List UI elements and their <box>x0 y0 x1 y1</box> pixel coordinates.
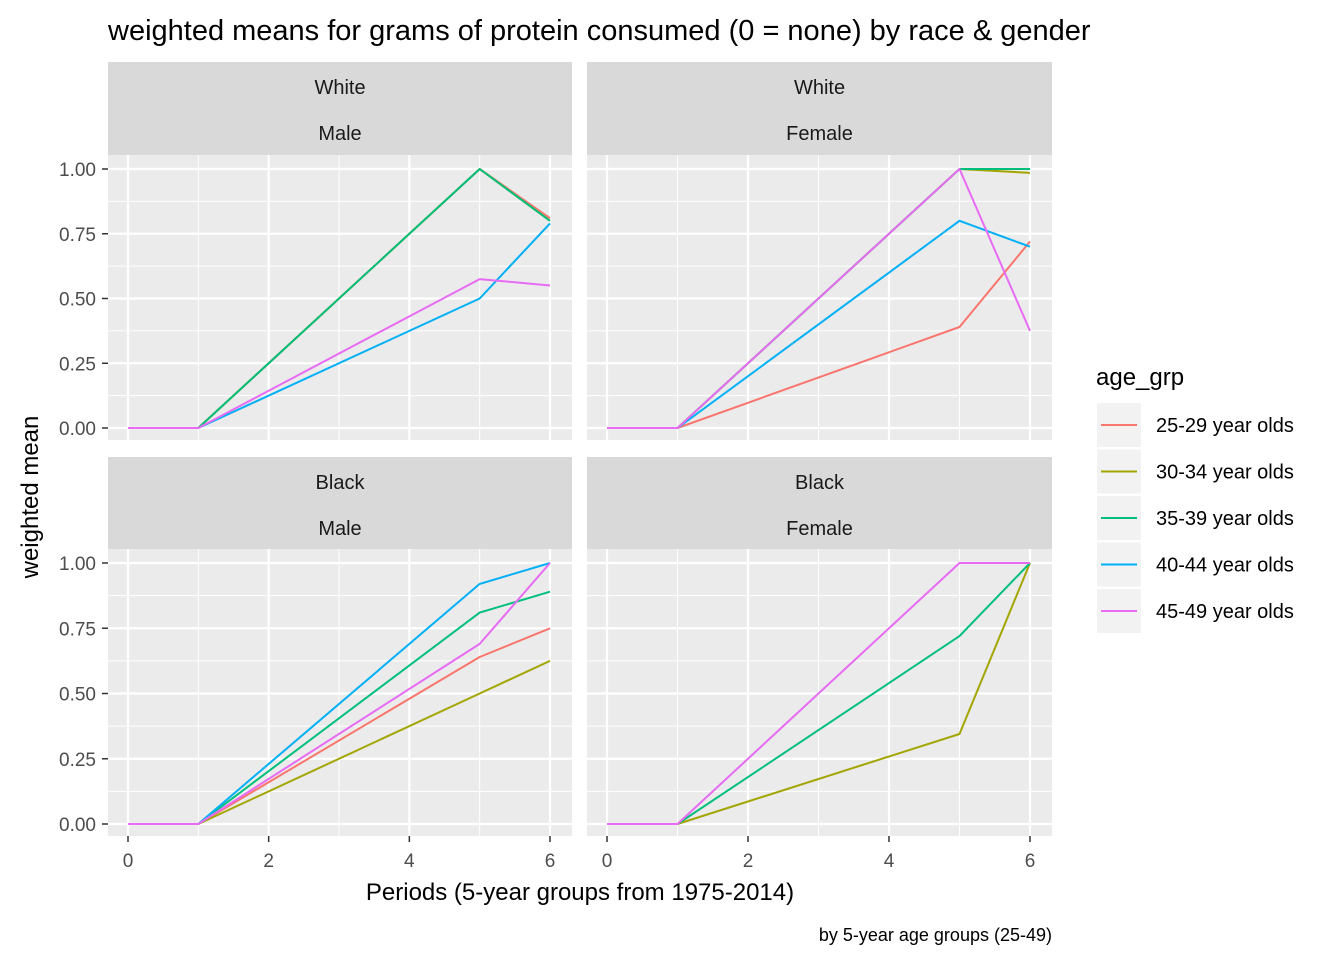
chart-title: weighted means for grams of protein cons… <box>107 15 1091 47</box>
strip-background <box>587 457 1052 549</box>
y-tick-label: 0.00 <box>59 419 96 440</box>
strip-label-gender: Female <box>786 518 853 540</box>
legend-label: 30-34 year olds <box>1156 462 1294 484</box>
y-tick-label: 0.00 <box>59 815 96 836</box>
facet-panel: Black Male 0.00 0.25 0.50 0.75 1.00 0 2 4 6 <box>59 457 572 872</box>
chart-caption: by 5-year age groups (25-49) <box>819 925 1052 945</box>
x-tick-label: 4 <box>884 851 895 872</box>
x-tick-label: 6 <box>1025 851 1036 872</box>
strip-label-gender: Female <box>786 123 853 145</box>
legend-label: 25-29 year olds <box>1156 415 1294 437</box>
strip-label-gender: Male <box>318 518 361 540</box>
legend-label: 35-39 year olds <box>1156 508 1294 530</box>
strip-label-race: White <box>794 77 845 99</box>
facet-panels: White Male 0.00 0.25 0.50 0.75 1.00 White Female… <box>59 62 1052 872</box>
y-tick-label: 1.00 <box>59 554 96 575</box>
legend: age_grp 25-29 year olds 30-34 year olds 35… <box>1096 364 1294 633</box>
x-tick-label: 0 <box>123 851 134 872</box>
legend-title: age_grp <box>1096 364 1184 391</box>
strip-label-race: Black <box>795 472 845 494</box>
y-tick-label: 0.25 <box>59 354 96 375</box>
y-tick-label: 0.50 <box>59 290 96 311</box>
x-tick-label: 2 <box>263 851 274 872</box>
x-tick-label: 0 <box>602 851 613 872</box>
y-tick-label: 1.00 <box>59 160 96 181</box>
y-tick-label: 0.75 <box>59 225 96 246</box>
strip-label-race: Black <box>316 472 366 494</box>
strip-background <box>108 457 572 549</box>
x-axis-title: Periods (5-year groups from 1975-2014) <box>366 879 794 906</box>
series-line <box>607 562 1030 825</box>
y-axis-title: weighted mean <box>17 416 44 580</box>
facet-panel: White Female <box>587 62 1052 440</box>
y-tick-label: 0.50 <box>59 685 96 706</box>
facet-panel: White Male 0.00 0.25 0.50 0.75 1.00 <box>59 62 572 440</box>
x-tick-label: 6 <box>545 851 556 872</box>
series-line <box>128 278 551 429</box>
x-tick-label: 2 <box>743 851 754 872</box>
strip-background <box>108 62 572 155</box>
facet-panel: Black Female 0 2 4 6 <box>587 457 1052 872</box>
y-tick-label: 0.25 <box>59 750 96 771</box>
x-tick-label: 4 <box>404 851 415 872</box>
strip-label-race: White <box>314 77 365 99</box>
legend-label: 45-49 year olds <box>1156 601 1294 623</box>
series-line <box>128 562 551 825</box>
legend-label: 40-44 year olds <box>1156 555 1294 577</box>
strip-background <box>587 62 1052 155</box>
strip-label-gender: Male <box>318 123 361 145</box>
y-tick-label: 0.75 <box>59 619 96 640</box>
series-line <box>607 168 1031 429</box>
